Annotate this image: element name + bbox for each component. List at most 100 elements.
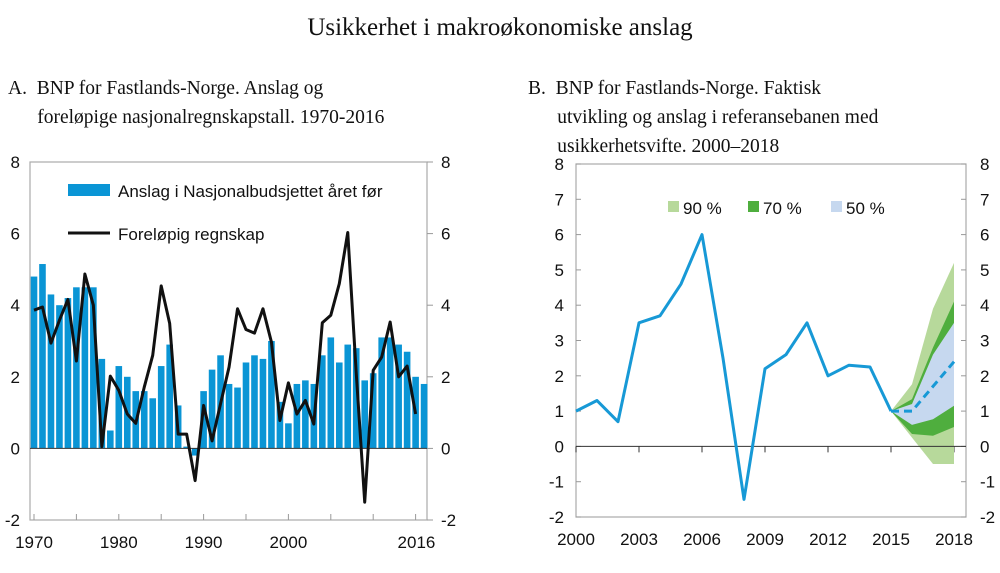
bar xyxy=(225,383,233,449)
figure-title: Usikkerhet i makroøkonomiske anslag xyxy=(307,14,693,41)
legend-swatch-bars xyxy=(68,184,110,196)
x-tick-label: 2018 xyxy=(935,530,973,549)
x-tick-label: 1980 xyxy=(100,533,138,552)
legend-label-70: 70 % xyxy=(763,199,802,218)
bar xyxy=(361,380,369,449)
bar xyxy=(157,366,165,449)
panel-b-title-line: usikkerhetsvifte. 2000–2018 xyxy=(528,136,780,157)
y-tick-label-right: 2 xyxy=(441,368,450,387)
bar xyxy=(200,391,207,449)
bar xyxy=(30,276,38,449)
y-tick-label-left: 6 xyxy=(555,226,564,245)
y-tick-label-right: 3 xyxy=(980,332,989,351)
y-tick-label-left: 2 xyxy=(11,368,20,387)
bar xyxy=(276,401,284,449)
bar xyxy=(378,337,385,449)
y-tick-label-left: 7 xyxy=(555,190,564,209)
legend-label-50: 50 % xyxy=(846,199,885,218)
bar xyxy=(64,298,72,449)
bar xyxy=(183,446,190,449)
bar xyxy=(234,387,241,449)
bar xyxy=(242,362,250,449)
x-tick-label: 2000 xyxy=(557,530,595,549)
y-tick-label-left: 2 xyxy=(555,367,564,386)
legend-label-bars: Anslag i Nasjonalbudsjettet året før xyxy=(118,182,383,201)
y-tick-label-left: 1 xyxy=(555,402,564,421)
bar xyxy=(208,369,216,449)
y-tick-label-right: -1 xyxy=(980,473,995,492)
y-tick-label-right: 0 xyxy=(980,437,989,456)
y-tick-label-right: 6 xyxy=(980,226,989,245)
bar xyxy=(268,341,275,449)
y-tick-label-right: 5 xyxy=(980,261,989,280)
y-tick-label-left: 3 xyxy=(555,332,564,351)
bar xyxy=(369,373,377,449)
y-tick-label-right: 7 xyxy=(980,190,989,209)
y-tick-label-left: -1 xyxy=(549,473,564,492)
line-actual xyxy=(575,233,893,501)
panel-b-title-line: utvikling og anslag i referansebanen med xyxy=(528,107,879,128)
bar xyxy=(98,358,106,449)
line-projection xyxy=(891,360,956,413)
bar xyxy=(251,355,258,449)
x-tick-label: 1990 xyxy=(185,533,223,552)
panel-a-title: A. BNP for Fastlands-Norge. Anslag og fo… xyxy=(8,74,384,132)
bar xyxy=(395,344,402,449)
bar xyxy=(344,344,352,449)
legend-swatch-90 xyxy=(668,201,679,212)
line-foreløpig-regnskap xyxy=(33,231,418,504)
bar xyxy=(73,287,80,449)
plot-frame-a xyxy=(29,161,428,521)
y-tick-label-left: 5 xyxy=(555,261,564,280)
y-tick-label-left: 0 xyxy=(11,439,20,458)
bar xyxy=(386,337,394,449)
x-tick-label: 2015 xyxy=(872,530,910,549)
bar xyxy=(293,383,301,449)
bar xyxy=(39,264,46,449)
legend-label-line: Foreløpig regnskap xyxy=(118,225,264,244)
x-tick-label: 1970 xyxy=(15,533,53,552)
y-tick-label-left: 0 xyxy=(555,437,564,456)
x-tick-label: 2000 xyxy=(269,533,307,552)
panel-b-title: B. BNP for Fastlands-Norge. Faktisk utvi… xyxy=(528,74,878,161)
y-tick-label-right: 4 xyxy=(980,296,989,315)
bar xyxy=(47,294,55,449)
x-tick-label: 2016 xyxy=(398,533,436,552)
y-tick-label-right: 0 xyxy=(441,439,450,458)
bar xyxy=(90,287,97,449)
y-tick-label-left: 4 xyxy=(555,296,564,315)
x-tick-label: 2006 xyxy=(683,530,721,549)
y-tick-label-left: 4 xyxy=(11,296,20,315)
bar xyxy=(285,423,292,449)
panel-b-title-line: B. BNP for Fastlands-Norge. Faktisk xyxy=(528,78,822,99)
x-tick-label: 2009 xyxy=(746,530,784,549)
bar xyxy=(319,355,326,449)
bar xyxy=(149,398,157,449)
bar xyxy=(352,348,360,449)
x-tick-label: 2003 xyxy=(620,530,658,549)
y-tick-label-right: 8 xyxy=(980,155,989,174)
bar xyxy=(81,287,89,449)
band-50 xyxy=(891,322,954,425)
y-tick-label-right: -2 xyxy=(441,511,456,530)
panel-a-title-line: foreløpige nasjonalregnskapstall. 1970-2… xyxy=(8,107,385,128)
bar xyxy=(335,362,343,449)
bar xyxy=(107,430,114,449)
legend-label-90: 90 % xyxy=(683,199,722,218)
y-tick-label-left: 8 xyxy=(555,155,564,174)
bar xyxy=(327,337,335,449)
y-tick-label-right: -2 xyxy=(980,508,995,527)
y-tick-label-right: 6 xyxy=(441,225,450,244)
legend-swatch-50 xyxy=(831,201,842,212)
y-tick-label-left: -2 xyxy=(5,511,20,530)
y-tick-label-left: -2 xyxy=(549,508,564,527)
panel-a-title-line: A. BNP for Fastlands-Norge. Anslag og xyxy=(8,78,324,99)
bar xyxy=(259,358,267,449)
bar xyxy=(420,383,428,449)
y-tick-label-left: 8 xyxy=(11,153,20,172)
bar xyxy=(56,305,63,449)
bar xyxy=(140,391,148,449)
y-tick-label-right: 1 xyxy=(980,402,989,421)
y-tick-label-right: 2 xyxy=(980,367,989,386)
